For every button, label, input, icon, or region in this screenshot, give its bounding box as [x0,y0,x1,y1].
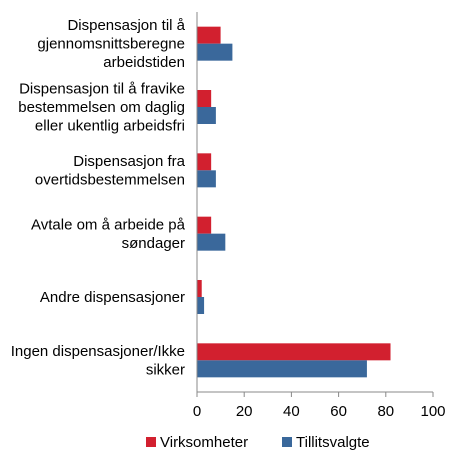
legend: Virksomheter Tillitsvalgte [146,434,370,451]
category-label-line: arbeidstiden [103,54,185,71]
category-label-2: Dispensasjon fra overtidsbestemmelsen [35,153,186,189]
category-label-line: Ingen dispensasjoner/Ikke [11,343,185,360]
x-axis-ticks: 0 20 40 60 80 100 [193,392,446,420]
category-label-line: Dispensasjon til å fravike [19,81,185,98]
category-label-line: eller ukentlig arbeidsfri [35,118,185,135]
category-label-line: Dispensasjon til å [67,17,185,34]
bar-virksomheter-4 [197,280,202,297]
legend-label-virksomheter: Virksomheter [160,434,248,451]
bar-tillitsvalgte-1 [197,107,216,124]
category-label-1: Dispensasjon til å fravike bestemmelsen o… [18,81,185,135]
category-label-0: Dispensasjon til å gjennomsnittsberegne ar… [37,17,185,71]
bar-virksomheter-1 [197,90,212,107]
bar-tillitsvalgte-4 [197,297,205,314]
bar-virksomheter-3 [197,216,212,234]
legend-swatch-virksomheter [146,437,156,447]
bar-tillitsvalgte-5 [197,360,367,378]
legend-swatch-tillitsvalgte [282,437,292,447]
legend-label-tillitsvalgte: Tillitsvalgte [296,434,370,451]
category-label-line: Andre dispensasjoner [40,289,185,306]
category-label-line: sikker [146,362,185,379]
category-labels: Dispensasjon til å gjennomsnittsberegne ar… [11,17,186,378]
category-label-4: Andre dispensasjoner [40,289,185,306]
x-tick-label-0: 0 [193,403,201,420]
x-tick-label-60: 60 [330,403,347,420]
x-tick-label-100: 100 [420,403,445,420]
bar-virksomheter-5 [197,343,391,361]
category-label-line: Dispensasjon fra [73,153,185,170]
x-tick-label-40: 40 [283,403,300,420]
bar-virksomheter-0 [197,26,221,44]
category-label-line: gjennomsnittsberegne [37,36,185,53]
bar-tillitsvalgte-3 [197,233,226,251]
bar-tillitsvalgte-0 [197,43,233,61]
category-label-line: søndager [122,235,185,252]
axes [196,12,433,393]
category-label-line: Avtale om å arbeide på [31,216,186,233]
bar-tillitsvalgte-2 [197,170,216,188]
category-label-5: Ingen dispensasjoner/Ikke sikker [11,343,185,379]
bar-virksomheter-2 [197,153,212,171]
category-label-3: Avtale om å arbeide på søndager [31,216,186,252]
category-label-line: bestemmelsen om daglig [18,99,185,116]
x-tick-label-20: 20 [236,403,253,420]
bars [197,26,391,378]
x-tick-label-80: 80 [377,403,394,420]
category-label-line: overtidsbestemmelsen [35,172,185,189]
